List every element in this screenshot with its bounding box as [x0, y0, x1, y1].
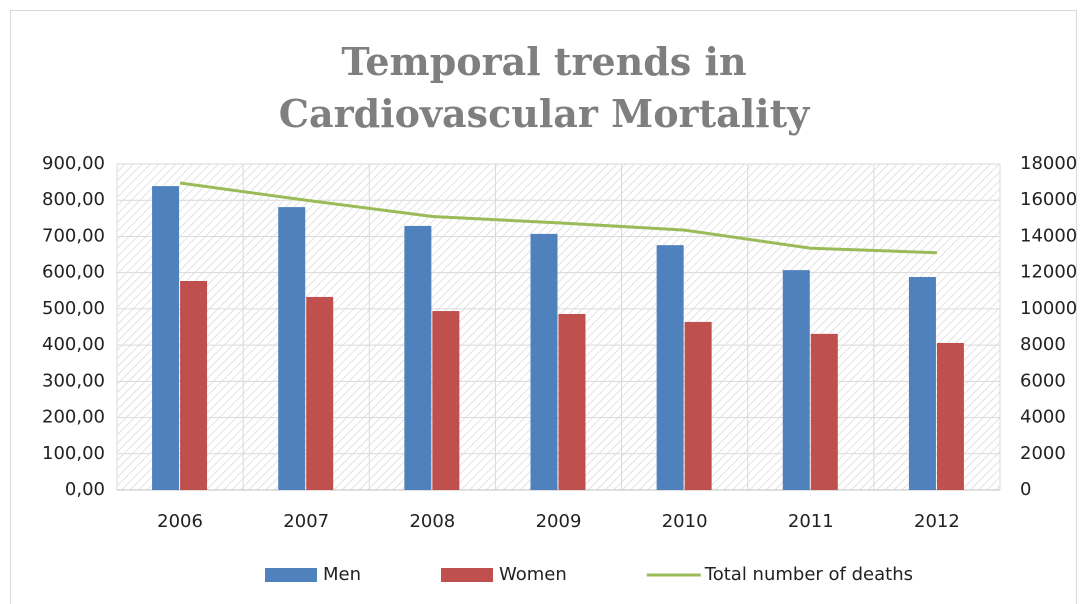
- bar: [936, 342, 964, 490]
- y-tick-label: 500,00: [42, 298, 105, 319]
- y-tick-label: 700,00: [42, 225, 105, 246]
- y-tick-label: 100,00: [42, 443, 105, 464]
- bar: [152, 186, 180, 490]
- y2-tick-label: 16000: [1020, 189, 1077, 210]
- legend-label: Women: [499, 564, 567, 585]
- bar: [530, 233, 558, 491]
- y2-tick-label: 6000: [1020, 370, 1066, 391]
- x-tick-label: 2012: [914, 511, 960, 532]
- x-tick-label: 2007: [283, 511, 329, 532]
- y2-tick-label: 14000: [1020, 225, 1077, 246]
- bar: [404, 225, 432, 490]
- y-tick-label: 0,00: [65, 479, 105, 500]
- x-tick-label: 2008: [409, 511, 455, 532]
- y2-tick-label: 4000: [1020, 407, 1066, 428]
- y-tick-label: 900,00: [42, 153, 105, 174]
- line-series: [179, 181, 937, 255]
- y2-tick-label: 12000: [1020, 262, 1077, 283]
- bar: [180, 280, 208, 490]
- x-tick-label: 2011: [788, 511, 834, 532]
- bar: [306, 296, 334, 490]
- y-tick-label: 400,00: [42, 334, 105, 355]
- legend-label: Men: [323, 564, 361, 585]
- y-tick-label: 300,00: [42, 370, 105, 391]
- y2-tick-label: 10000: [1020, 298, 1077, 319]
- legend-label: Total number of deaths: [704, 564, 913, 585]
- y-tick-label: 600,00: [42, 262, 105, 283]
- y2-tick-label: 0: [1020, 479, 1031, 500]
- bar: [908, 277, 936, 490]
- bar: [558, 313, 586, 490]
- bar: [684, 321, 712, 490]
- y2-tick-label: 8000: [1020, 334, 1066, 355]
- y-tick-label: 800,00: [42, 189, 105, 210]
- bar: [656, 245, 684, 490]
- legend-swatch: [265, 568, 317, 582]
- bar: [278, 207, 306, 491]
- y-tick-label: 200,00: [42, 407, 105, 428]
- bar: [432, 311, 460, 490]
- x-tick-label: 2009: [536, 511, 582, 532]
- chart-title: Temporal trends in Cardiovascular Mortal…: [278, 39, 810, 136]
- x-tick-label: 2010: [662, 511, 708, 532]
- y2-tick-label: 2000: [1020, 443, 1066, 464]
- x-tick-label: 2006: [157, 511, 203, 532]
- bar: [782, 270, 810, 490]
- y2-tick-label: 18000: [1020, 153, 1077, 174]
- bar: [810, 333, 838, 490]
- legend-swatch: [441, 568, 494, 582]
